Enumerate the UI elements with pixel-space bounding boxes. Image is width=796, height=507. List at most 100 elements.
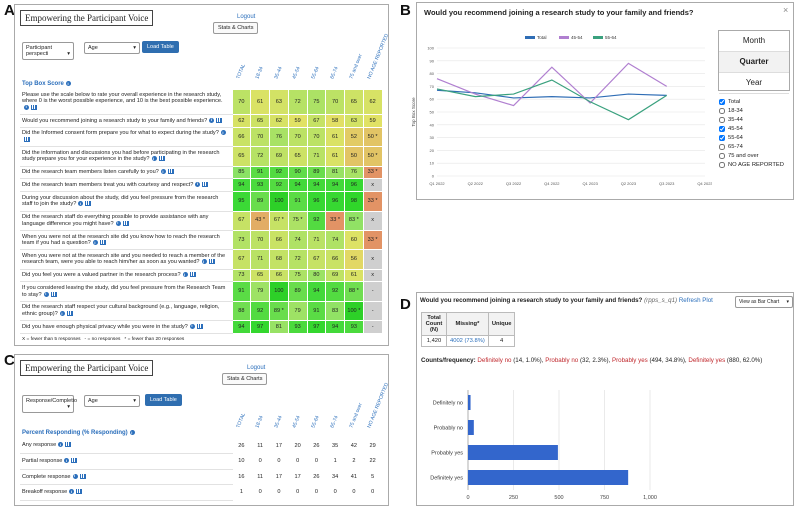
y-tick-label: Probably no	[434, 426, 463, 432]
chart-icon[interactable]	[208, 259, 215, 265]
chart-icon[interactable]	[71, 458, 78, 464]
question-cell: Any response	[20, 438, 232, 455]
question-row: Did the information and discussions you …	[20, 146, 383, 167]
value-cell: 71	[306, 229, 327, 251]
logout-link[interactable]: Logout	[237, 14, 256, 20]
info-icon[interactable]	[189, 323, 195, 330]
period-button[interactable]: Year	[719, 73, 789, 94]
filter-checkbox[interactable]	[719, 134, 725, 141]
chart-icon[interactable]	[189, 272, 196, 278]
value-cell: 96	[306, 191, 327, 212]
load-button[interactable]: Load Table	[145, 394, 182, 406]
value-cell: 65	[231, 146, 252, 167]
value-cell: 93	[250, 178, 270, 193]
column-label: 65-74	[329, 65, 340, 80]
value-cell: 26	[231, 437, 252, 455]
question-cell: Did the information and discussions you …	[20, 146, 232, 167]
period-button[interactable]: Quarter	[719, 52, 789, 73]
info-icon[interactable]	[129, 430, 135, 436]
chart-icon[interactable]	[122, 220, 129, 226]
value-cell: 29	[362, 437, 383, 455]
variable-name: (rpps_s_q1)	[644, 297, 678, 304]
filter-checkbox[interactable]	[719, 107, 725, 114]
chart-icon[interactable]	[31, 104, 37, 110]
info-icon[interactable]	[58, 442, 64, 448]
chart-icon[interactable]	[50, 291, 57, 297]
value-cell: 91	[231, 281, 252, 302]
chart-icon[interactable]	[24, 137, 30, 143]
question-row: Breakoff response10000000	[20, 484, 383, 501]
info-icon[interactable]	[24, 104, 29, 111]
load-button[interactable]: Load Table	[142, 41, 179, 53]
value-cell: 0	[250, 484, 270, 501]
group-select[interactable]: Age	[84, 395, 140, 407]
filter-option: NO AGE REPORTED	[719, 160, 794, 169]
filter-checkbox[interactable]	[719, 125, 725, 132]
value-cell: 16	[231, 468, 252, 486]
info-icon[interactable]	[160, 169, 166, 175]
info-icon[interactable]	[59, 311, 65, 317]
chart-icon[interactable]	[196, 323, 203, 329]
chart-icon[interactable]	[158, 156, 165, 162]
info-icon[interactable]	[72, 473, 78, 480]
info-icon[interactable]	[92, 240, 98, 246]
info-icon[interactable]	[182, 272, 188, 278]
chart-icon[interactable]	[76, 489, 83, 495]
question-row: Did the research staff respect your cult…	[20, 300, 383, 322]
value-cell: 62	[231, 114, 252, 128]
chart-icon[interactable]	[79, 473, 86, 479]
value-cell: 93	[344, 320, 364, 334]
value-cell: 42	[344, 437, 364, 455]
chart-icon[interactable]	[85, 201, 92, 207]
filter-checkbox[interactable]	[719, 98, 725, 105]
info-icon[interactable]	[78, 201, 84, 207]
value-cell: 94	[306, 178, 327, 193]
group-select[interactable]: Age	[84, 42, 140, 54]
info-icon[interactable]	[201, 259, 207, 266]
filter-checkbox[interactable]	[719, 116, 725, 123]
stats-button[interactable]: Stats & Charts	[222, 373, 268, 385]
section-cell: Percent Responding (% Responding)	[20, 429, 382, 438]
y-tick-label: 20	[430, 148, 435, 153]
info-icon[interactable]	[151, 156, 157, 163]
close-button[interactable]: ×	[783, 5, 789, 15]
table-select[interactable]: Participant perspecti	[22, 42, 74, 60]
view-select[interactable]: View as Bar Chart	[735, 296, 793, 308]
info-icon[interactable]	[115, 220, 121, 227]
chart-icon[interactable]	[66, 311, 73, 317]
chart-icon[interactable]	[65, 442, 72, 448]
value-cell: 90	[287, 165, 308, 180]
x-tick-label: Q3 2023	[659, 181, 675, 186]
info-icon[interactable]	[69, 489, 75, 495]
info-icon[interactable]	[65, 81, 71, 87]
filter-option: 18-34	[719, 106, 794, 115]
question-text: Breakoff response	[22, 489, 68, 496]
bar	[468, 395, 471, 410]
period-button[interactable]: Month	[719, 31, 789, 52]
filter-checkbox[interactable]	[719, 152, 725, 159]
chart-icon[interactable]	[99, 240, 106, 246]
info-icon[interactable]	[64, 458, 70, 464]
chart-icon[interactable]	[167, 169, 174, 175]
info-icon[interactable]	[195, 181, 201, 188]
info-icon[interactable]	[220, 130, 226, 137]
value-cell: 75	[306, 88, 327, 116]
refresh-link[interactable]: Refresh Plot	[678, 297, 713, 304]
chart-icon[interactable]	[202, 181, 209, 187]
table-select[interactable]: Response/Completio	[22, 395, 77, 413]
frequency-detail: (14, 1.0%),	[513, 357, 544, 364]
value-cell: 96	[325, 191, 345, 212]
panel-letter: C	[4, 352, 15, 369]
logout-link[interactable]: Logout	[247, 365, 266, 371]
filter-checkbox[interactable]	[719, 143, 725, 150]
value-cell: 69	[269, 146, 289, 167]
value-cell: -	[362, 320, 383, 334]
info-icon[interactable]	[209, 117, 215, 124]
chart-icon[interactable]	[216, 117, 223, 123]
stats-button[interactable]: Stats & Charts	[213, 22, 259, 34]
value-cell: 97	[250, 320, 270, 334]
x-tick-label: 750	[600, 495, 609, 501]
filter-checkbox[interactable]	[719, 161, 725, 168]
info-icon[interactable]	[43, 291, 49, 298]
column-label: 55-64	[310, 414, 321, 429]
